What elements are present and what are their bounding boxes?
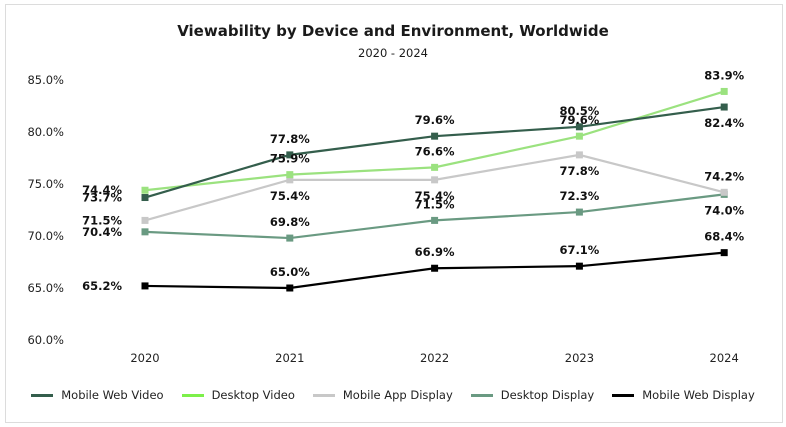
data-point-marker xyxy=(431,176,439,184)
data-point-marker xyxy=(720,249,728,257)
data-point-marker xyxy=(575,208,583,216)
legend-swatch xyxy=(470,393,493,397)
data-label: 70.4% xyxy=(82,225,122,239)
legend-item: Desktop Video xyxy=(181,388,295,402)
legend-label: Mobile Web Display xyxy=(642,388,755,402)
legend-item: Mobile Web Video xyxy=(31,388,164,402)
data-label: 68.4% xyxy=(704,230,744,244)
data-point-marker xyxy=(141,194,149,202)
y-tick-label: 85.0% xyxy=(27,73,64,87)
chart-subtitle: 2020 - 2024 xyxy=(358,46,428,60)
data-point-marker xyxy=(141,228,149,236)
legend-label: Desktop Display xyxy=(500,388,595,402)
legend-label: Mobile Web Video xyxy=(61,388,164,402)
y-tick-label: 70.0% xyxy=(27,229,64,243)
data-point-marker xyxy=(575,132,583,140)
legend-item: Mobile Web Display xyxy=(612,388,755,402)
data-point-marker xyxy=(141,216,149,224)
legend-label: Mobile App Display xyxy=(342,388,453,402)
data-label: 67.1% xyxy=(559,243,599,257)
data-label: 74.4% xyxy=(82,183,122,197)
data-label: 75.4% xyxy=(270,189,310,203)
data-label: 75.4% xyxy=(415,189,455,203)
data-point-marker xyxy=(720,87,728,95)
data-point-marker xyxy=(286,176,294,184)
data-label: 80.5% xyxy=(559,104,599,118)
data-label: 82.4% xyxy=(704,116,744,130)
x-tick-label: 2022 xyxy=(420,351,449,365)
x-tick-label: 2021 xyxy=(275,351,304,365)
data-point-marker xyxy=(286,284,294,292)
legend-item: Mobile App Display xyxy=(312,388,453,402)
data-label: 71.5% xyxy=(415,197,455,211)
data-point-marker xyxy=(575,151,583,159)
data-label: 79.6% xyxy=(559,113,599,127)
data-point-marker xyxy=(431,264,439,272)
chart-legend: Mobile Web Video Desktop Video Mobile App … xyxy=(0,388,786,402)
data-label: 65.0% xyxy=(270,265,310,279)
data-point-marker xyxy=(575,123,583,131)
data-label: 83.9% xyxy=(704,68,744,82)
data-point-marker xyxy=(431,163,439,171)
data-label: 69.8% xyxy=(270,215,310,229)
data-label: 66.9% xyxy=(415,245,455,259)
data-label: 76.6% xyxy=(415,144,455,158)
data-label: 74.0% xyxy=(704,203,744,217)
legend-label: Desktop Video xyxy=(211,388,295,402)
legend-swatch xyxy=(181,393,204,397)
data-point-marker xyxy=(575,262,583,270)
data-label: 74.2% xyxy=(704,169,744,183)
y-tick-label: 80.0% xyxy=(27,125,64,139)
legend-swatch xyxy=(612,393,635,397)
x-tick-label: 2023 xyxy=(565,351,594,365)
data-point-marker xyxy=(286,171,294,179)
legend-swatch xyxy=(312,393,335,397)
data-point-marker xyxy=(141,282,149,290)
chart-title: Viewability by Device and Environment, W… xyxy=(177,22,609,40)
data-label: 77.8% xyxy=(270,132,310,146)
data-point-marker xyxy=(720,103,728,111)
legend-swatch xyxy=(31,393,54,397)
data-point-marker xyxy=(286,151,294,159)
data-label: 77.8% xyxy=(559,164,599,178)
legend-item: Desktop Display xyxy=(470,388,595,402)
chart-frame xyxy=(5,4,783,423)
data-label: 71.5% xyxy=(82,213,122,227)
y-tick-label: 75.0% xyxy=(27,177,64,191)
y-tick-label: 60.0% xyxy=(27,333,64,347)
data-point-marker xyxy=(431,216,439,224)
data-label: 65.2% xyxy=(82,279,122,293)
data-point-marker xyxy=(720,188,728,196)
data-point-marker xyxy=(141,186,149,194)
x-tick-label: 2024 xyxy=(710,351,739,365)
data-label: 75.9% xyxy=(270,152,310,166)
series-line-desktop-video xyxy=(144,90,725,192)
data-point-marker xyxy=(286,234,294,242)
data-label: 79.6% xyxy=(415,113,455,127)
x-tick-label: 2020 xyxy=(130,351,159,365)
data-label: 73.7% xyxy=(82,191,122,205)
data-label: 72.3% xyxy=(559,189,599,203)
data-point-marker xyxy=(431,132,439,140)
y-tick-label: 65.0% xyxy=(27,281,64,295)
